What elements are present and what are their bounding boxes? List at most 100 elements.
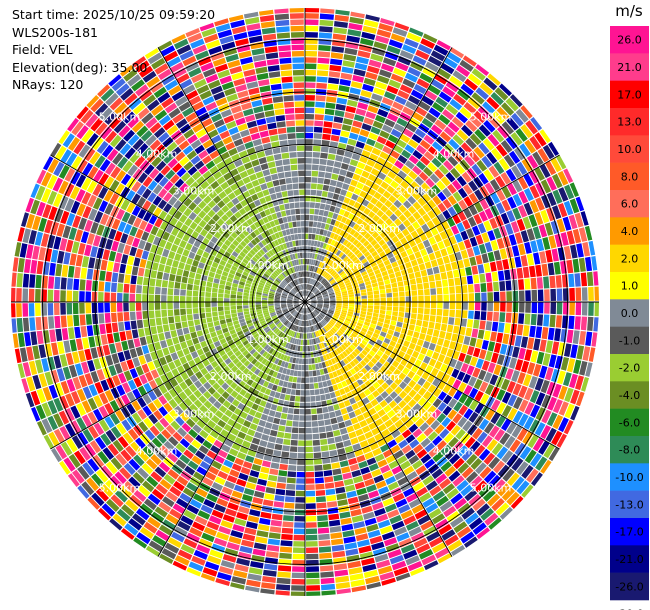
range-gate xyxy=(231,365,239,373)
range-gate xyxy=(381,97,394,106)
range-gate xyxy=(440,323,448,332)
range-gate xyxy=(246,370,254,378)
range-gate xyxy=(295,503,305,509)
range-gate xyxy=(141,231,150,241)
range-gate xyxy=(323,299,330,301)
range-gate xyxy=(293,300,299,302)
range-gate xyxy=(142,200,152,211)
range-gate xyxy=(205,292,211,298)
range-gate xyxy=(440,272,448,280)
range-gate xyxy=(333,403,340,411)
range-gate xyxy=(194,515,208,526)
range-gate xyxy=(175,375,184,384)
range-gate xyxy=(143,319,150,328)
range-gate xyxy=(390,33,406,43)
range-gate xyxy=(286,477,296,484)
range-gate xyxy=(109,179,120,192)
range-gate xyxy=(514,147,526,161)
range-gate xyxy=(306,578,320,585)
range-gate xyxy=(405,520,419,531)
range-gate xyxy=(158,395,168,406)
range-gate xyxy=(177,427,187,438)
range-gate xyxy=(81,400,92,414)
range-gate xyxy=(385,386,394,395)
range-gate xyxy=(180,515,194,526)
range-gate xyxy=(142,188,152,200)
range-gate xyxy=(314,337,319,344)
range-gate xyxy=(153,207,162,217)
range-gate xyxy=(183,397,193,407)
range-gate xyxy=(305,409,311,415)
range-gate xyxy=(92,280,99,292)
range-gate xyxy=(247,428,256,437)
range-gate xyxy=(185,418,196,428)
range-gate xyxy=(403,515,417,526)
range-gate xyxy=(397,338,405,345)
range-gate xyxy=(394,95,407,106)
range-gate xyxy=(216,240,224,248)
range-gate xyxy=(260,331,266,338)
range-gate xyxy=(406,248,414,256)
range-gate xyxy=(236,298,243,302)
range-gate xyxy=(337,382,344,390)
range-gate xyxy=(238,264,245,271)
range-gate xyxy=(295,326,299,332)
range-gate xyxy=(300,345,303,352)
range-gate xyxy=(324,360,330,367)
range-gate xyxy=(355,302,361,305)
range-gate xyxy=(310,189,317,196)
range-gate xyxy=(343,277,349,282)
range-gate xyxy=(191,555,206,566)
range-gate xyxy=(311,364,316,370)
range-gate xyxy=(327,192,334,199)
range-gate xyxy=(68,453,81,469)
range-gate xyxy=(415,417,425,428)
range-gate xyxy=(343,54,357,62)
range-gate xyxy=(176,230,185,240)
range-gate xyxy=(393,123,405,133)
range-gate xyxy=(111,240,119,252)
range-gate xyxy=(176,498,189,509)
range-gate xyxy=(365,14,380,22)
range-gate xyxy=(426,328,434,336)
range-gate xyxy=(586,271,594,286)
range-gate xyxy=(143,94,156,107)
range-gate xyxy=(305,69,317,76)
range-gate xyxy=(101,144,114,158)
range-gate xyxy=(285,335,290,342)
range-gate xyxy=(148,413,159,425)
range-gate xyxy=(380,331,387,338)
range-gate xyxy=(333,161,342,168)
range-gate xyxy=(314,209,320,215)
range-gate xyxy=(335,308,341,312)
range-gate xyxy=(237,254,244,261)
range-gate xyxy=(94,211,104,223)
range-gate xyxy=(407,329,414,337)
range-gate xyxy=(323,121,333,128)
range-gate xyxy=(305,44,318,51)
range-gate xyxy=(381,577,396,586)
range-gate xyxy=(86,95,100,109)
range-gate xyxy=(245,455,255,463)
range-gate xyxy=(274,280,280,285)
range-gate xyxy=(343,210,350,218)
range-gate xyxy=(167,302,173,310)
range-gate xyxy=(203,381,212,390)
range-gate xyxy=(62,366,72,380)
range-gate xyxy=(210,180,220,190)
range-gate xyxy=(432,266,440,274)
range-gate xyxy=(158,210,168,221)
range-gate xyxy=(234,369,242,377)
range-gate xyxy=(368,407,377,416)
range-gate xyxy=(133,338,141,348)
range-gate xyxy=(144,242,152,252)
range-gate xyxy=(132,237,141,248)
range-gate xyxy=(365,284,372,289)
range-gate xyxy=(193,389,202,399)
range-gate xyxy=(346,425,355,433)
range-gate xyxy=(389,244,397,252)
range-gate xyxy=(314,120,324,127)
range-gate xyxy=(207,218,216,227)
range-gate xyxy=(335,486,346,494)
range-gate xyxy=(145,117,158,129)
